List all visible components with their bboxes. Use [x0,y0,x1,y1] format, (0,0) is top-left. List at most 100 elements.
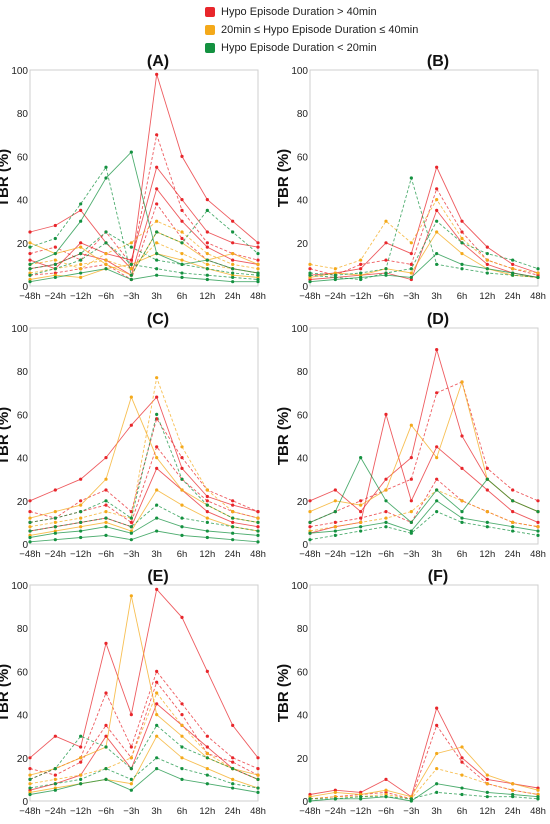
data-point [409,262,413,266]
data-point [460,516,464,520]
data-point [155,680,159,684]
data-point [104,165,108,169]
data-point [205,520,209,525]
data-point [231,280,235,284]
series-line-green [309,783,539,802]
data-point [79,241,83,245]
data-point [435,198,439,202]
data-point [256,262,260,266]
series-line-green [29,412,259,523]
y-tick-label: 0 [22,282,28,293]
y-tick-label: 60 [17,410,29,421]
data-point [104,734,108,738]
data-point [155,669,159,674]
data-point [256,520,260,525]
x-tick-label: −3h [403,549,419,560]
y-tick-label: 0 [22,540,28,551]
data-point [308,280,312,284]
series-line-orange [309,489,539,532]
data-point [435,391,439,395]
x-tick-label: −12h [70,549,91,560]
x-tick-label: 3h [431,291,442,302]
data-point [384,477,388,481]
data-point [104,723,108,728]
plot-frame [309,69,539,287]
data-point [435,219,439,223]
data-point [435,723,439,728]
series-line-red [29,74,259,270]
data-point [485,520,489,525]
data-point [511,258,515,262]
x-tick-label: −48h [299,806,320,817]
chart-panel-3: (C) TBR (%) 0 20 40 60 80 100 −48h −24h −12h −6h −3h… [0,311,266,560]
data-point [180,154,184,158]
data-point [129,395,133,399]
data-point [129,262,133,266]
y-tick-label: 60 [17,152,29,163]
data-point [409,520,413,525]
x-tick-label: 48h [250,806,266,817]
data-point [231,525,235,529]
data-point [485,262,489,266]
y-tick-label: 0 [302,540,308,551]
data-point [205,745,209,749]
data-point [155,516,159,520]
data-point [104,241,108,245]
data-point [53,525,57,529]
data-point [435,510,439,514]
data-point [435,790,439,794]
data-point [435,445,439,449]
data-point [536,788,540,792]
y-tick-label: 100 [11,581,28,592]
series-line-orange [309,746,539,798]
data-point [333,267,337,271]
series-line-red [309,381,539,523]
data-point [384,271,388,275]
data-point [460,756,464,760]
data-point [409,252,413,256]
data-point [79,477,83,481]
data-point [205,734,209,738]
data-point [435,456,439,460]
data-point [205,273,209,277]
data-point [180,466,184,470]
data-point [180,503,184,507]
data-point [155,133,159,137]
data-point [79,245,83,249]
data-point [28,267,32,271]
series-line-orange [29,375,259,528]
data-point [460,773,464,777]
data-point [180,477,184,481]
data-point [53,520,57,525]
data-point [205,267,209,271]
data-point [460,262,464,266]
data-point [384,777,388,782]
data-point [53,531,57,535]
data-point [205,277,209,282]
data-point [359,271,363,275]
data-point [231,499,235,503]
data-point [155,734,159,738]
series-line-green [29,724,259,780]
legend-swatch-red [205,7,215,17]
data-point [155,252,159,256]
x-tick-label: 24h [225,806,241,817]
chart-title: (F) [428,568,448,585]
data-point [155,587,159,591]
data-point [231,520,235,525]
data-point [333,533,337,537]
data-point [129,267,133,271]
legend-label: 20min ≤ Hypo Episode Duration ≤ 40min [221,24,419,36]
data-point [256,773,260,777]
data-point [511,499,515,503]
data-point [205,767,209,771]
series-line-green [29,268,258,283]
data-point [79,734,83,738]
data-point [409,271,413,275]
data-point [460,267,464,271]
data-point [511,529,515,533]
data-point [155,503,159,507]
series-line-red [29,417,259,519]
y-tick-label: 40 [297,196,309,207]
x-tick-label: 12h [199,806,215,817]
